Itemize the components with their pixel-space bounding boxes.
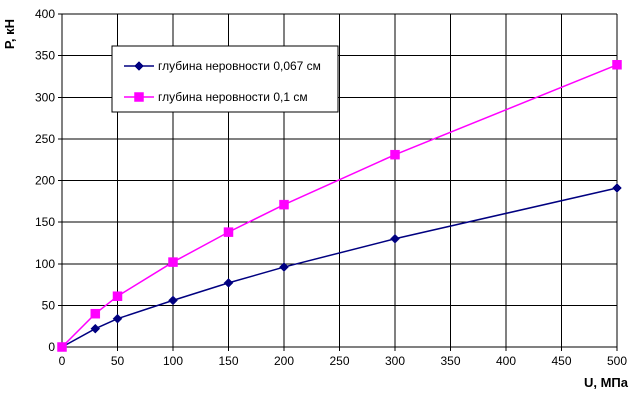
y-tick-label: 300 <box>35 90 55 104</box>
legend-entry-1: глубина неровности 0,067 см <box>124 59 321 73</box>
x-tick-label: 250 <box>329 354 349 368</box>
legend-label: глубина неровности 0,067 см <box>158 59 321 73</box>
x-tick-label: 200 <box>274 354 294 368</box>
data-point <box>612 183 622 193</box>
x-tick-label: 450 <box>551 354 571 368</box>
data-point <box>112 291 123 301</box>
legend-swatch-marker <box>134 61 144 71</box>
data-point <box>223 278 234 288</box>
y-tick-label: 0 <box>48 340 55 354</box>
y-tick-label: 400 <box>35 7 55 21</box>
series-group <box>57 60 622 352</box>
data-point <box>612 60 622 70</box>
series-2 <box>57 60 622 352</box>
x-tick-label: 350 <box>440 354 460 368</box>
x-tick-label: 300 <box>385 354 405 368</box>
data-point <box>223 227 234 237</box>
x-tick-label: 0 <box>59 354 66 368</box>
data-point <box>279 199 289 210</box>
series-line <box>61 187 618 348</box>
y-tick-label: 150 <box>35 215 55 229</box>
legend-swatch-marker <box>134 92 144 102</box>
x-tick-label: 50 <box>111 354 125 368</box>
data-point <box>390 149 400 160</box>
series-1 <box>57 183 622 352</box>
data-point <box>279 262 289 272</box>
x-tick-label: 400 <box>496 354 516 368</box>
y-tick-label: 350 <box>35 49 55 63</box>
data-point <box>57 342 67 352</box>
y-tick-labels: 0 50 100 150 200 250 300 350 400 <box>35 7 55 354</box>
y-tick-label: 100 <box>35 257 55 271</box>
y-tick-label: 250 <box>35 132 55 146</box>
legend-box <box>111 45 339 113</box>
y-tick-label: 200 <box>35 174 55 188</box>
x-tick-label: 100 <box>163 354 183 368</box>
data-point <box>168 257 178 267</box>
x-tick-label: 150 <box>218 354 238 368</box>
x-tick-labels: 0 50 100 150 200 250 300 350 400 450 500 <box>59 354 628 368</box>
y-axis-title: P, кН <box>2 19 17 49</box>
data-point <box>90 323 101 334</box>
legend-entry-2: глубина неровности 0,1 см <box>124 90 308 104</box>
data-point <box>168 295 178 306</box>
axes <box>58 13 618 351</box>
data-point <box>112 313 123 324</box>
legend-label: глубина неровности 0,1 см <box>158 90 308 104</box>
y-tick-label: 50 <box>42 298 56 312</box>
data-point <box>90 308 101 319</box>
legend: глубина неровности 0,067 см глубина неров… <box>111 45 339 113</box>
data-point <box>390 233 400 244</box>
x-axis-title: U, МПа <box>584 375 629 390</box>
x-tick-label: 500 <box>607 354 627 368</box>
